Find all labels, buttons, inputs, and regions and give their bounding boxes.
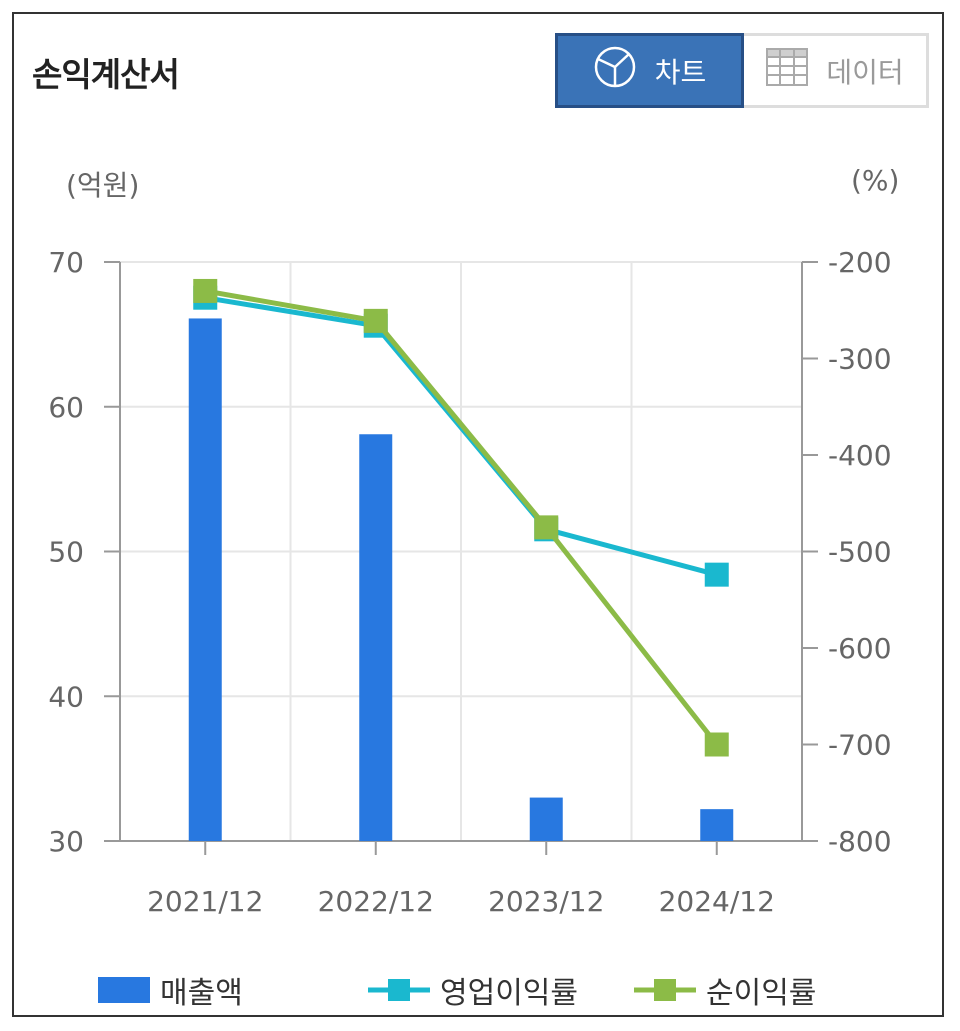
bar-sales[interactable]: [700, 809, 734, 841]
right-axis-tick-label: -500: [828, 536, 892, 569]
chart-legend: 매출액 영업이익률 순이익률: [0, 968, 960, 1011]
operating-margin-point[interactable]: [704, 562, 729, 587]
legend-swatch-line-icon: [368, 979, 430, 1001]
net-margin-point[interactable]: [704, 732, 729, 757]
right-axis-tick-label: -200: [828, 246, 892, 279]
x-axis-tick-label: 2024/12: [659, 885, 775, 918]
legend-label-operating-margin: 영업이익률: [440, 976, 578, 1011]
net-margin-point[interactable]: [534, 515, 559, 540]
legend-item-operating-margin: 영업이익률: [368, 968, 578, 1012]
left-axis-tick-label: 60: [48, 391, 84, 424]
left-axis-tick-label: 30: [48, 825, 84, 858]
grid-table-icon: [766, 48, 826, 93]
tab-chart[interactable]: 차트: [555, 33, 744, 108]
legend-label-net-margin: 순이익률: [706, 976, 817, 1011]
chart-panel: [12, 12, 944, 1017]
legend-label-sales: 매출액: [160, 976, 243, 1011]
right-axis-tick-label: -400: [828, 439, 892, 472]
left-axis-tick-label: 70: [48, 246, 84, 279]
page-title: 손익계산서: [32, 55, 180, 94]
legend-swatch-bar-icon: [98, 977, 150, 1003]
x-axis-tick-label: 2022/12: [318, 885, 434, 918]
left-axis-tick-label: 50: [48, 536, 84, 569]
x-axis-tick-label: 2021/12: [147, 885, 263, 918]
legend-swatch-line-icon: [634, 979, 696, 1001]
right-axis-tick-label: -800: [828, 825, 892, 858]
bar-sales[interactable]: [359, 434, 393, 841]
bar-sales[interactable]: [529, 797, 563, 841]
tab-chart-label: 차트: [654, 55, 707, 89]
right-axis-tick-label: -300: [828, 343, 892, 376]
right-axis-tick-label: -600: [828, 632, 892, 665]
legend-item-net-margin: 순이익률: [634, 968, 816, 1012]
bar-sales[interactable]: [188, 318, 222, 841]
left-axis-unit: (억원): [66, 169, 140, 202]
tab-data-label: 데이터: [826, 55, 904, 89]
view-toggle: 차트 데이터: [555, 33, 929, 108]
net-margin-point[interactable]: [363, 308, 388, 333]
right-axis-tick-label: -700: [828, 729, 892, 762]
pie-chart-icon: [593, 45, 655, 96]
left-axis-tick-label: 40: [48, 680, 84, 713]
x-axis-tick-label: 2023/12: [488, 885, 604, 918]
legend-item-sales: 매출액: [98, 968, 243, 1012]
net-margin-point[interactable]: [193, 278, 218, 303]
right-axis-unit: (%): [851, 164, 900, 197]
tab-data[interactable]: 데이터: [744, 33, 929, 108]
net-margin-line: [204, 288, 719, 747]
